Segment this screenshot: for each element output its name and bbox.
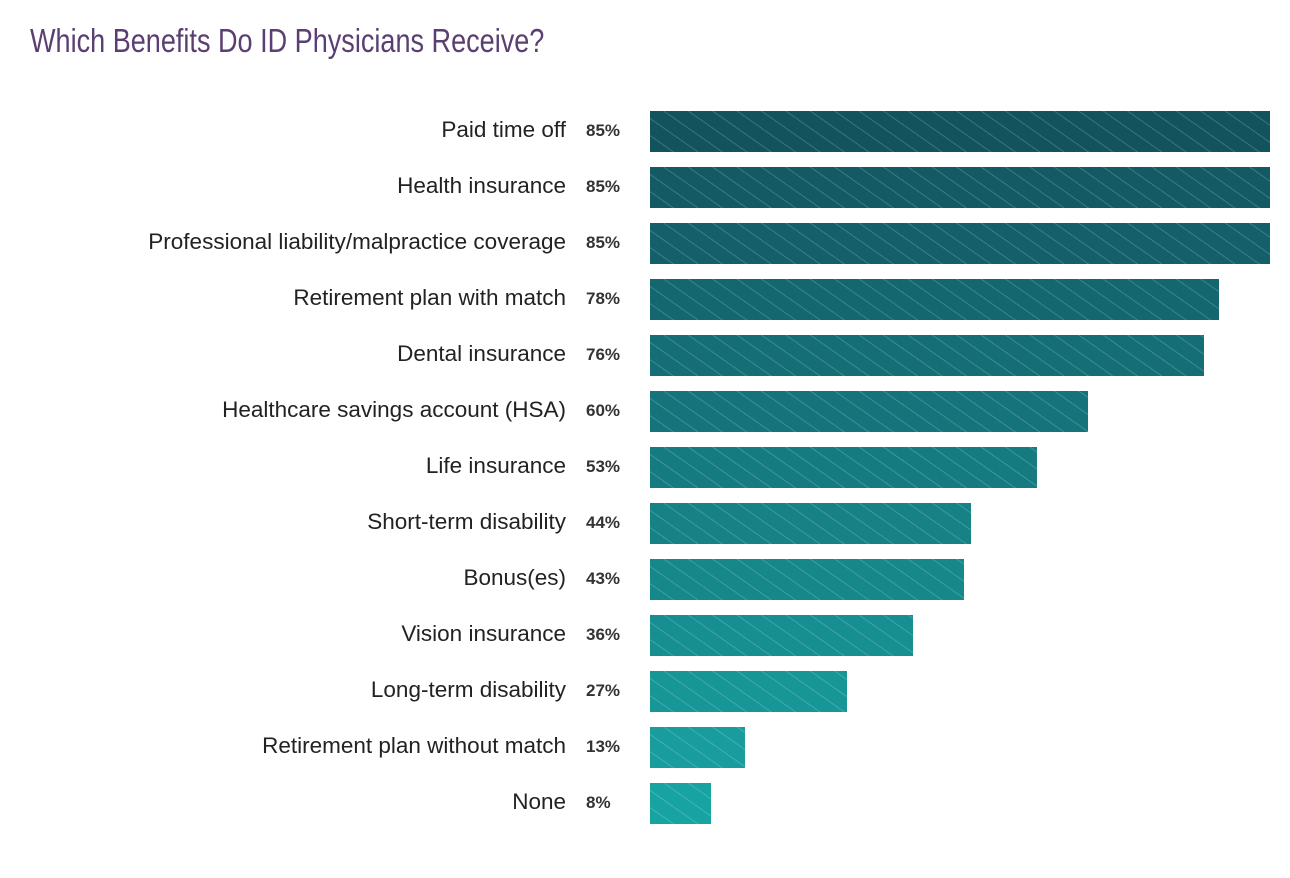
value-label: 85% (586, 177, 621, 196)
category-label: Professional liability/malpractice cover… (148, 229, 566, 254)
bar-row: Bonus(es) 43% (0, 559, 1290, 600)
bar-row: None 8% (0, 783, 1290, 824)
value-label: 8% (586, 793, 611, 812)
category-label: Life insurance (425, 453, 566, 478)
category-label: None (512, 789, 566, 814)
category-label: Healthcare savings account (HSA) (222, 397, 566, 422)
bar (650, 783, 711, 824)
bar (650, 223, 1270, 264)
bar (650, 727, 745, 768)
bar-row: Vision insurance 36% (0, 615, 1290, 656)
bar-row: Retirement plan without match 13% (0, 727, 1290, 768)
category-label: Health insurance (397, 173, 566, 198)
category-label: Dental insurance (397, 341, 566, 366)
bar-row: Long-term disability 27% (0, 671, 1290, 712)
bar-row: Dental insurance 76% (0, 335, 1290, 376)
bar (650, 335, 1205, 376)
value-label: 44% (586, 513, 621, 532)
bar (650, 111, 1270, 152)
bar-row: Paid time off 85% (0, 111, 1290, 152)
value-label: 36% (586, 625, 621, 644)
category-label: Retirement plan with match (293, 285, 566, 310)
bar-row: Health insurance 85% (0, 167, 1290, 208)
chart-title: Which Benefits Do ID Physicians Receive? (30, 22, 545, 59)
value-label: 53% (586, 457, 621, 476)
value-label: 76% (586, 345, 621, 364)
bar-row: Professional liability/malpractice cover… (0, 223, 1290, 264)
bar (650, 615, 913, 656)
bar (650, 391, 1088, 432)
bar (650, 279, 1219, 320)
category-label: Short-term disability (367, 509, 566, 534)
value-label: 60% (586, 401, 621, 420)
bar-row: Life insurance 53% (0, 447, 1290, 488)
bar (650, 671, 847, 712)
category-label: Long-term disability (370, 677, 566, 702)
bar (650, 559, 964, 600)
value-label: 78% (586, 289, 621, 308)
value-label: 43% (586, 569, 621, 588)
bar-row: Healthcare savings account (HSA) 60% (0, 391, 1290, 432)
value-label: 85% (586, 121, 621, 140)
category-label: Vision insurance (401, 621, 566, 646)
value-label: 85% (586, 233, 621, 252)
bar (650, 447, 1037, 488)
bar (650, 167, 1270, 208)
category-label: Paid time off (441, 117, 566, 142)
bar-row: Short-term disability 44% (0, 503, 1290, 544)
value-label: 13% (586, 737, 621, 756)
value-label: 27% (586, 681, 621, 700)
category-label: Retirement plan without match (262, 733, 566, 758)
bar (650, 503, 971, 544)
bar-row: Retirement plan with match 78% (0, 279, 1290, 320)
category-label: Bonus(es) (463, 565, 566, 590)
